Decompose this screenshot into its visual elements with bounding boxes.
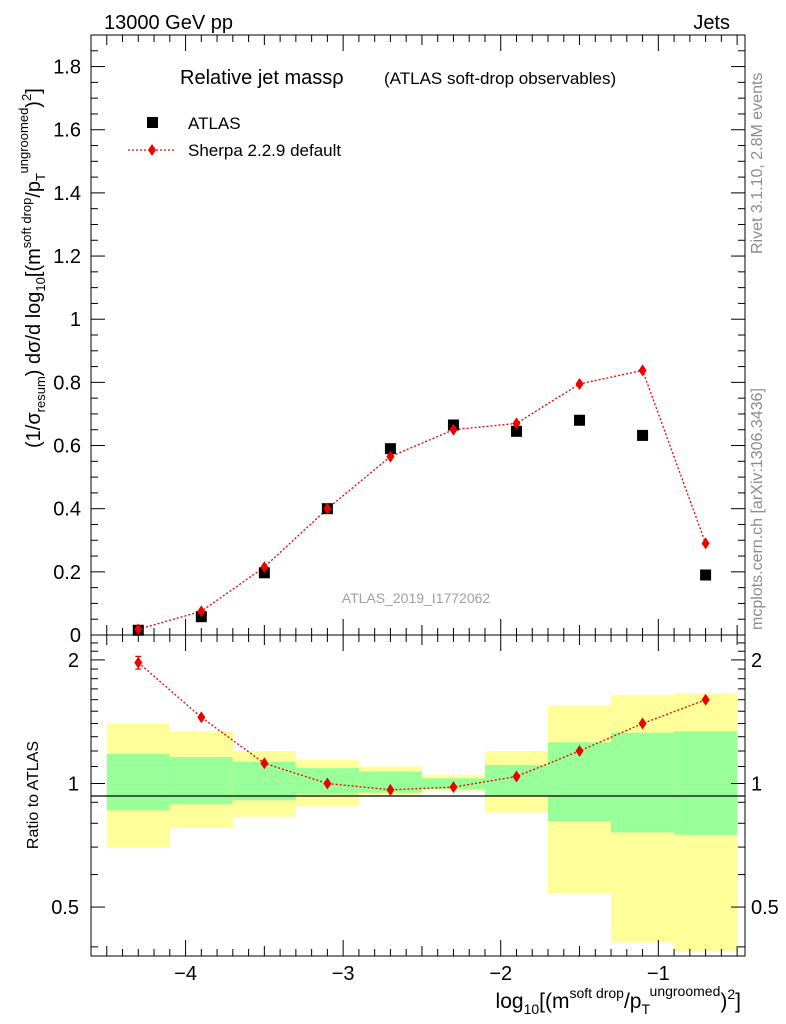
legend: ATLAS Sherpa 2.2.9 default <box>128 114 341 160</box>
main-axis-ticks <box>91 34 745 636</box>
main-data-marks <box>132 364 712 636</box>
ratio-inner-band <box>169 757 233 805</box>
watermark: ATLAS_2019_I1772062 <box>342 590 491 606</box>
sherpa-point <box>260 561 269 574</box>
ratio-inner-band <box>674 731 738 835</box>
ratio-y-tick-label-left: 1 <box>68 773 79 795</box>
x-axis-label: log10[(msoft drop/pTungroomed)2] <box>496 983 741 1017</box>
sherpa-point <box>323 502 332 515</box>
main-y-tick-label: 0.6 <box>53 436 81 458</box>
ratio-y-tick-label-right: 1 <box>751 773 762 795</box>
sherpa-point <box>386 450 395 463</box>
sherpa-point <box>701 537 710 550</box>
ratio-uncertainty-bands <box>106 693 738 952</box>
ratio-sherpa-point <box>701 693 710 706</box>
ratio-data-marks <box>134 655 710 796</box>
x-tick-label: −4 <box>174 963 197 985</box>
atlas-point <box>700 569 712 581</box>
sherpa-point <box>134 623 143 636</box>
ratio-inner-band <box>358 771 422 793</box>
x-tick-labels: −4 −3 −2 −1 <box>174 963 670 985</box>
sherpa-point <box>575 377 584 390</box>
atlas-point <box>510 425 522 437</box>
rivet-label: Rivet 3.1.10, 2.8M events <box>749 73 766 254</box>
legend-label-sherpa: Sherpa 2.2.9 default <box>188 141 341 160</box>
sherpa-point <box>449 423 458 436</box>
header-right: Jets <box>693 12 730 34</box>
main-y-tick-label: 1 <box>70 309 81 331</box>
main-y-tick-label: 0.8 <box>53 372 81 394</box>
ratio-frame <box>90 634 746 957</box>
main-y-tick-label: 1.2 <box>53 246 81 268</box>
ratio-y-tick-label-right: 2 <box>751 650 762 672</box>
main-panel: 0 0.2 0.4 0.6 0.8 1 1.2 1.4 1.6 1.8 Relative jet … <box>16 34 746 647</box>
sherpa-point <box>512 417 521 430</box>
ratio-sherpa-point <box>449 781 458 794</box>
ratio-y-tick-label-right: 0.5 <box>751 897 779 919</box>
sherpa-point <box>638 364 647 377</box>
x-tick-label: −2 <box>489 963 512 985</box>
main-y-tick-labels: 0 0.2 0.4 0.6 0.8 1 1.2 1.4 1.6 1.8 <box>53 57 81 647</box>
ratio-sherpa-line <box>137 662 706 791</box>
ratio-sherpa-point <box>323 777 332 790</box>
ratio-sherpa-point <box>134 656 143 669</box>
main-y-tick-label: 0.4 <box>53 499 81 521</box>
legend-marker-sherpa <box>148 144 156 156</box>
main-y-tick-label: 1.8 <box>53 57 81 79</box>
chart-title: Relative jet massρ <box>180 67 344 89</box>
main-y-tick-label: 0 <box>70 625 81 647</box>
ratio-inner-band <box>106 753 170 811</box>
ratio-y-tick-label-left: 2 <box>68 650 79 672</box>
ratio-sherpa-point <box>638 717 647 730</box>
main-y-tick-label: 1.6 <box>53 120 81 142</box>
ratio-sherpa-point <box>512 770 521 783</box>
ratio-inner-band <box>611 732 675 833</box>
main-y-tick-label: 1.4 <box>53 183 81 205</box>
mcplots-label: mcplots.cern.ch [arXiv:1306.3436] <box>749 388 766 630</box>
x-tick-label: −3 <box>332 963 355 985</box>
ratio-y-tick-labels: 0.5 0.5 1 1 2 2 <box>51 650 779 919</box>
header-left: 13000 GeV pp <box>104 12 233 34</box>
ratio-y-tick-label-left: 0.5 <box>51 897 79 919</box>
ratio-axis-ticks <box>91 635 745 956</box>
atlas-point <box>637 429 649 441</box>
main-y-tick-label: 0.2 <box>53 562 81 584</box>
ratio-sherpa-point <box>386 783 395 796</box>
sherpa-point <box>197 605 206 618</box>
legend-label-atlas: ATLAS <box>188 114 241 133</box>
ratio-y-axis-label: Ratio to ATLAS <box>25 741 42 849</box>
chart-subtitle: (ATLAS soft-drop observables) <box>384 69 616 88</box>
atlas-point <box>384 443 396 455</box>
atlas-point <box>574 414 586 426</box>
main-y-axis-label: (1/σresum) dσ/d log10[(msoft drop/pTungr… <box>16 88 48 448</box>
ratio-sherpa-point <box>575 744 584 757</box>
x-tick-label: −1 <box>647 963 670 985</box>
ratio-panel: 0.5 0.5 1 1 2 2 −4 −3 −2 −1 Ratio to ATLAS log10… <box>25 634 779 1017</box>
ratio-sherpa-point <box>197 711 206 724</box>
ratio-sherpa-point <box>260 757 269 770</box>
legend-marker-atlas <box>147 117 158 128</box>
sherpa-line <box>138 369 707 630</box>
